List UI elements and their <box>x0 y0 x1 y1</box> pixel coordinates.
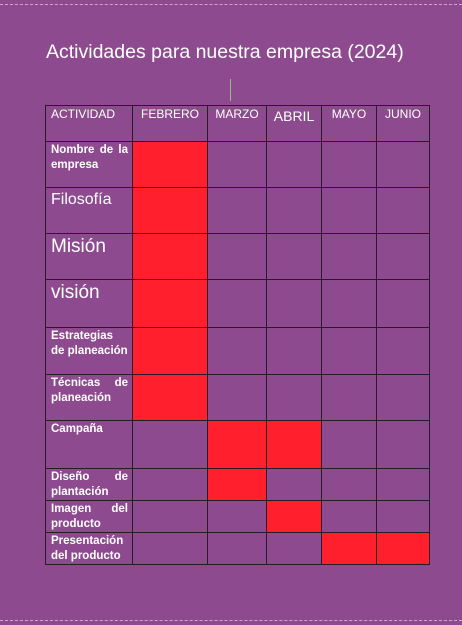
table-row: Estrategias de planeación <box>45 327 430 375</box>
column-header-abril: ABRIL <box>266 105 322 142</box>
activity-label: Presentación del producto <box>45 532 133 565</box>
schedule-cell <box>321 187 377 234</box>
schedule-cell <box>266 327 322 375</box>
table-row: Filosofía <box>45 187 430 234</box>
scheduled-cell <box>321 532 377 565</box>
header-row: ACTIVIDAD FEBRERO MARZO ABRIL MAYO JUNIO <box>45 105 430 142</box>
scheduled-cell <box>376 532 430 565</box>
schedule-cell <box>266 468 322 501</box>
column-header-activity: ACTIVIDAD <box>45 105 133 142</box>
schedule-cell <box>321 420 377 469</box>
schedule-cell <box>376 233 430 280</box>
schedule-cell <box>132 532 208 565</box>
activity-label: visión <box>45 279 133 328</box>
schedule-cell <box>207 141 267 188</box>
schedule-cell <box>321 233 377 280</box>
schedule-cell <box>207 374 267 421</box>
activity-label: Técnicas de planeación <box>45 374 133 421</box>
schedule-cell <box>376 420 430 469</box>
activity-label: Misión <box>45 233 133 280</box>
schedule-cell <box>321 141 377 188</box>
scheduled-cell <box>266 500 322 533</box>
schedule-cell <box>207 187 267 234</box>
table-row: Misión <box>45 233 430 280</box>
activity-label: Nombre de la empresa <box>45 141 133 188</box>
scheduled-cell <box>132 327 208 375</box>
schedule-cell <box>207 500 267 533</box>
scheduled-cell <box>132 187 208 234</box>
schedule-cell <box>266 279 322 328</box>
column-header-junio: JUNIO <box>376 105 430 142</box>
schedule-cell <box>266 233 322 280</box>
schedule-cell <box>207 327 267 375</box>
scheduled-cell <box>132 279 208 328</box>
activity-label: Filosofía <box>45 187 133 234</box>
schedule-cell <box>376 468 430 501</box>
table-row: Diseño de plantación <box>45 468 430 501</box>
table-row: Campaña <box>45 420 430 469</box>
activity-label: Imagen del producto <box>45 500 133 533</box>
schedule-cell <box>207 233 267 280</box>
page-title: Actividades para nuestra empresa (2024) <box>46 41 404 63</box>
schedule-cell <box>376 500 430 533</box>
schedule-cell <box>376 279 430 328</box>
schedule-cell <box>376 327 430 375</box>
column-header-mayo: MAYO <box>321 105 377 142</box>
schedule-cell <box>132 468 208 501</box>
schedule-cell <box>376 187 430 234</box>
schedule-cell <box>321 468 377 501</box>
table-row: Técnicas de planeación <box>45 374 430 421</box>
schedule-cell <box>266 374 322 421</box>
schedule-cell <box>321 500 377 533</box>
column-header-marzo: MARZO <box>207 105 267 142</box>
scheduled-cell <box>266 420 322 469</box>
table-row: visión <box>45 279 430 328</box>
scheduled-cell <box>132 141 208 188</box>
schedule-cell <box>266 532 322 565</box>
schedule-cell <box>132 500 208 533</box>
schedule-cell <box>207 279 267 328</box>
schedule-cell <box>321 279 377 328</box>
activity-label: Diseño de plantación <box>45 468 133 501</box>
schedule-cell <box>266 141 322 188</box>
table-row: Nombre de la empresa <box>45 141 430 188</box>
activity-label: Campaña <box>45 420 133 469</box>
schedule-cell <box>376 141 430 188</box>
scheduled-cell <box>132 233 208 280</box>
schedule-cell <box>321 327 377 375</box>
schedule-cell <box>321 374 377 421</box>
column-header-febrero: FEBRERO <box>132 105 208 142</box>
activity-schedule-table: ACTIVIDAD FEBRERO MARZO ABRIL MAYO JUNIO… <box>45 105 430 565</box>
schedule-cell <box>266 187 322 234</box>
bottom-page-border <box>0 620 462 621</box>
activity-label: Estrategias de planeación <box>45 327 133 375</box>
schedule-cell <box>132 420 208 469</box>
scheduled-cell <box>207 420 267 469</box>
scheduled-cell <box>207 468 267 501</box>
scheduled-cell <box>132 374 208 421</box>
table-row: Presentación del producto <box>45 532 430 565</box>
top-page-border <box>0 4 462 5</box>
schedule-cell <box>207 532 267 565</box>
table-row: Imagen del producto <box>45 500 430 533</box>
schedule-cell <box>376 374 430 421</box>
text-cursor-line <box>230 79 231 101</box>
